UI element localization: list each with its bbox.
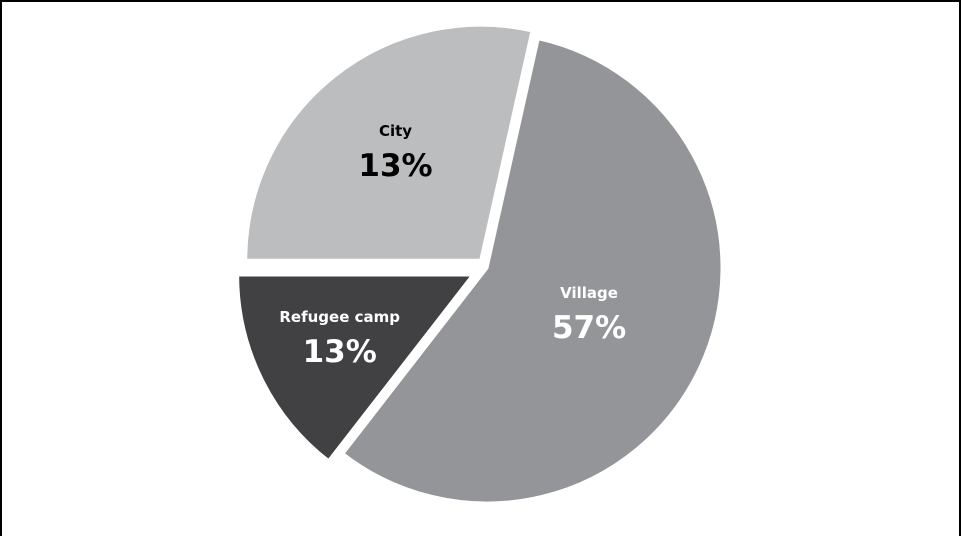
slice-value-village: 57% [552,310,626,346]
pie-labels: City 13% Village 57% Refugee camp 13% [279,122,626,370]
pie-slices [236,23,724,505]
pie-slice-city [244,23,534,262]
slice-label-village: Village [560,284,618,302]
slice-value-refugee-camp: 13% [303,334,377,370]
pie-slice-village [340,36,724,505]
slice-value-city: 13% [358,148,432,184]
slice-label-refugee-camp: Refugee camp [279,308,400,326]
slice-label-city: City [379,122,412,140]
pie-slice-refugee-camp [236,273,476,463]
